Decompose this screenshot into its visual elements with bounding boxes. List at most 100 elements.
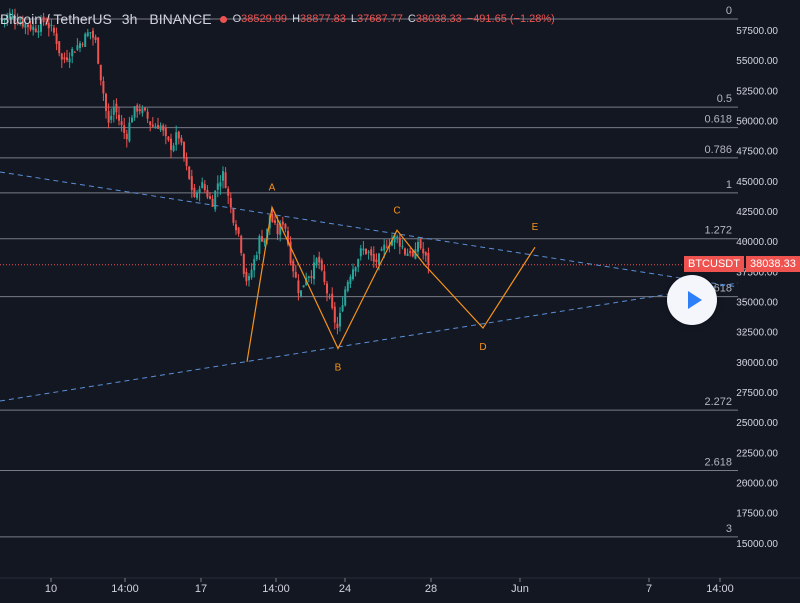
candle-body-23 xyxy=(60,53,63,60)
candle-body-141 xyxy=(367,251,370,253)
candle-body-118 xyxy=(307,276,310,278)
candle-body-65 xyxy=(170,138,172,150)
pattern-label-b: B xyxy=(335,363,342,374)
y-tick-35000: 35000.00 xyxy=(736,297,778,308)
x-tick-4: 24 xyxy=(339,583,351,595)
candle-body-90 xyxy=(235,224,237,231)
low-value: L37687.77 xyxy=(350,13,403,25)
pattern-label-c: C xyxy=(393,205,400,216)
candle-body-115 xyxy=(300,290,302,297)
candle-body-68 xyxy=(177,131,180,139)
candle-body-81 xyxy=(211,198,214,207)
candle-body-61 xyxy=(159,125,162,131)
candle-body-0 xyxy=(1,20,3,22)
candle-body-116 xyxy=(302,285,305,288)
candle-body-60 xyxy=(157,125,159,129)
candle-body-72 xyxy=(188,166,191,179)
candle-body-139 xyxy=(362,248,365,251)
pattern-label-e: E xyxy=(532,222,539,233)
candle-body-88 xyxy=(229,198,232,208)
candle-body-32 xyxy=(84,33,87,47)
candle-body-56 xyxy=(146,111,149,119)
candle-body-66 xyxy=(172,145,175,151)
candle-body-14 xyxy=(37,30,40,33)
candle-body-122 xyxy=(318,256,321,263)
candle-body-30 xyxy=(79,43,81,48)
candle-body-40 xyxy=(105,93,107,112)
candle-body-140 xyxy=(365,248,367,254)
fib-level-label-9: 3 xyxy=(726,523,732,535)
candle-body-33 xyxy=(86,32,89,37)
candle-body-128 xyxy=(333,306,336,323)
candle-body-76 xyxy=(198,188,201,194)
chart-header: Bitcoin / TetherUS 3h BINANCE O38529.99 … xyxy=(0,9,555,29)
candle-body-83 xyxy=(216,183,219,190)
y-tick-25000: 25000.00 xyxy=(736,418,778,429)
y-tick-27500: 27500.00 xyxy=(736,388,778,399)
candle-body-137 xyxy=(357,259,360,268)
candle-body-142 xyxy=(370,249,373,256)
candle-body-39 xyxy=(102,81,105,94)
candle-body-47 xyxy=(123,125,126,133)
candle-body-136 xyxy=(354,267,357,272)
candle-body-22 xyxy=(58,41,61,54)
upper-trendline xyxy=(0,171,739,288)
candle-body-125 xyxy=(326,283,328,294)
candle-body-155 xyxy=(404,248,406,255)
candle-body-53 xyxy=(138,109,141,112)
candle-body-126 xyxy=(328,296,331,298)
candle-body-163 xyxy=(424,252,427,256)
candle-body-135 xyxy=(352,269,354,280)
candle-body-152 xyxy=(396,236,399,239)
candle-body-134 xyxy=(349,276,352,284)
candle-body-96 xyxy=(250,269,253,278)
candle-body-94 xyxy=(245,271,248,282)
candle-body-69 xyxy=(180,137,183,143)
y-tick-30000: 30000.00 xyxy=(736,358,778,369)
candle-body-34 xyxy=(89,32,92,34)
candle-body-104 xyxy=(271,214,274,223)
play-icon xyxy=(688,291,702,309)
x-tick-6: Jun xyxy=(511,583,529,595)
candle-body-54 xyxy=(141,108,144,114)
candle-body-164 xyxy=(427,252,430,266)
fib-level-label-5: 1.272 xyxy=(704,225,732,237)
candle-body-144 xyxy=(375,259,378,263)
candle-body-120 xyxy=(313,262,315,280)
candle-body-79 xyxy=(206,189,209,198)
candle-body-95 xyxy=(248,276,250,281)
candle-body-113 xyxy=(294,271,297,278)
candle-body-132 xyxy=(344,289,347,306)
timeframe-label[interactable]: 3h xyxy=(121,11,138,27)
candle-body-12 xyxy=(32,26,35,31)
candle-body-160 xyxy=(417,242,419,252)
candle-body-7 xyxy=(19,22,22,24)
fib-level-label-3: 0.786 xyxy=(704,144,732,156)
x-tick-5: 28 xyxy=(425,583,437,595)
symbol-title[interactable]: Bitcoin / TetherUS xyxy=(0,11,112,27)
candle-body-37 xyxy=(97,37,100,64)
candle-body-5 xyxy=(14,16,16,22)
candle-body-154 xyxy=(401,246,404,248)
candle-body-50 xyxy=(131,117,133,123)
candle-body-1 xyxy=(3,18,6,21)
candle-body-26 xyxy=(68,58,71,63)
candle-body-77 xyxy=(201,182,204,189)
candle-body-158 xyxy=(411,250,414,257)
candle-body-85 xyxy=(222,171,224,181)
candle-body-46 xyxy=(120,121,123,126)
y-tick-17500: 17500.00 xyxy=(736,509,778,520)
candle-body-9 xyxy=(24,23,27,28)
y-tick-15000: 15000.00 xyxy=(736,539,778,550)
candle-body-145 xyxy=(378,253,380,266)
candle-body-74 xyxy=(193,187,196,198)
y-tick-57500: 57500.00 xyxy=(736,26,778,37)
play-button[interactable] xyxy=(667,275,717,325)
candle-body-75 xyxy=(196,192,198,198)
candle-body-98 xyxy=(255,255,258,260)
candle-body-100 xyxy=(261,236,263,242)
candle-body-119 xyxy=(310,276,313,278)
candle-body-124 xyxy=(323,271,326,282)
